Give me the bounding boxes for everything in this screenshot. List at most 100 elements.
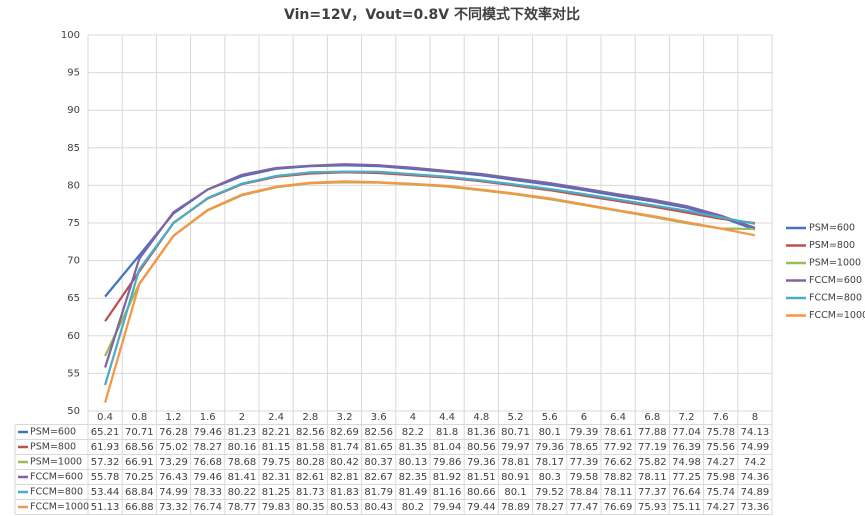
table-cell: 80.42: [330, 457, 359, 468]
table-cell: 82.67: [364, 472, 393, 483]
table-cell: 76.68: [193, 457, 222, 468]
legend-label: FCCM=600: [809, 275, 862, 286]
table-cell: 81.35: [399, 442, 428, 453]
table-cell: 81.16: [433, 487, 462, 498]
table-cell: 55.78: [91, 472, 120, 483]
table-cell: 79.58: [570, 472, 599, 483]
table-cell: 68.84: [125, 487, 154, 498]
table-cell: 70.25: [125, 472, 154, 483]
series-line: [104, 170, 756, 386]
table-cell: 82.2: [402, 427, 424, 438]
y-tick-label: 95: [67, 68, 80, 79]
table-cell: 77.19: [638, 442, 667, 453]
table-cell: 74.36: [741, 472, 770, 483]
table-cell: 80.2: [402, 502, 424, 513]
table-cell: 74.27: [706, 502, 735, 513]
table-cell: 78.84: [570, 487, 599, 498]
x-tick-label: 2.8: [302, 412, 318, 423]
table-row-label: FCCM=600: [30, 472, 83, 483]
y-tick-label: 85: [67, 143, 80, 154]
y-tick-label: 60: [67, 331, 80, 342]
legend-label: PSM=600: [809, 223, 855, 234]
table-cell: 80.43: [364, 502, 393, 513]
table-cell: 80.35: [296, 502, 325, 513]
table-cell: 80.71: [501, 427, 530, 438]
table-cell: 74.13: [741, 427, 770, 438]
table-cell: 82.56: [296, 427, 325, 438]
table-cell: 75.74: [706, 487, 735, 498]
table-cell: 80.91: [501, 472, 530, 483]
table-cell: 74.98: [672, 457, 701, 468]
table-cell: 80.56: [467, 442, 496, 453]
x-tick-label: 4: [410, 412, 416, 423]
table-cell: 81.65: [364, 442, 393, 453]
table-cell: 78.77: [228, 502, 257, 513]
table-cell: 74.27: [706, 457, 735, 468]
x-tick-label: 4.8: [473, 412, 489, 423]
y-tick-label: 100: [61, 30, 80, 41]
x-tick-label: 2.4: [268, 412, 284, 423]
x-tick-label: 4.4: [439, 412, 455, 423]
table-cell: 82.81: [330, 472, 359, 483]
table-cell: 79.97: [501, 442, 530, 453]
x-tick-label: 3.6: [371, 412, 387, 423]
table-cell: 77.88: [638, 427, 667, 438]
series-line: [104, 163, 756, 368]
table-cell: 66.91: [125, 457, 154, 468]
table-cell: 80.16: [228, 442, 257, 453]
table-cell: 76.43: [159, 472, 188, 483]
x-tick-label: 7.6: [713, 412, 729, 423]
table-cell: 81.51: [467, 472, 496, 483]
table-cell: 79.36: [535, 442, 564, 453]
y-tick-label: 55: [67, 368, 80, 379]
table-cell: 73.36: [741, 502, 770, 513]
table-cell: 65.21: [91, 427, 120, 438]
table-cell: 80.28: [296, 457, 325, 468]
y-tick-label: 65: [67, 293, 80, 304]
x-tick-label: 0.8: [131, 412, 147, 423]
table-cell: 81.92: [433, 472, 462, 483]
table-cell: 79.36: [467, 457, 496, 468]
table-cell: 80.66: [467, 487, 496, 498]
table-cell: 80.1: [504, 487, 526, 498]
table-cell: 80.37: [364, 457, 393, 468]
legend-label: PSM=1000: [809, 258, 861, 269]
legend-label: FCCM=1000: [809, 310, 865, 321]
table-cell: 79.52: [535, 487, 564, 498]
table-cell: 79.46: [193, 472, 222, 483]
table-cell: 78.27: [193, 442, 222, 453]
table-cell: 78.17: [535, 457, 564, 468]
table-cell: 75.78: [706, 427, 735, 438]
table-cell: 73.29: [159, 457, 188, 468]
table-cell: 81.04: [433, 442, 462, 453]
table-cell: 76.39: [672, 442, 701, 453]
table-cell: 78.11: [604, 487, 633, 498]
series-line: [104, 180, 756, 403]
table-cell: 78.81: [501, 457, 530, 468]
table-cell: 76.74: [193, 502, 222, 513]
table-cell: 82.56: [364, 427, 393, 438]
table-cell: 81.15: [262, 442, 291, 453]
x-tick-label: 5.6: [542, 412, 558, 423]
x-tick-label: 8: [752, 412, 758, 423]
table-cell: 82.69: [330, 427, 359, 438]
table-cell: 81.83: [330, 487, 359, 498]
table-cell: 75.11: [672, 502, 701, 513]
table-cell: 78.33: [193, 487, 222, 498]
table-row-label: PSM=1000: [30, 457, 82, 468]
table-cell: 78.65: [570, 442, 599, 453]
table-cell: 81.25: [262, 487, 291, 498]
table-cell: 82.21: [262, 427, 291, 438]
table-cell: 74.89: [741, 487, 770, 498]
table-cell: 77.92: [604, 442, 633, 453]
table-cell: 81.58: [296, 442, 325, 453]
table-cell: 73.32: [159, 502, 188, 513]
table-row-label: PSM=600: [30, 427, 76, 438]
table-cell: 82.31: [262, 472, 291, 483]
table-row-label: FCCM=800: [30, 487, 83, 498]
y-tick-label: 80: [67, 180, 80, 191]
table-cell: 74.99: [741, 442, 770, 453]
table-cell: 81.41: [228, 472, 257, 483]
table-cell: 81.23: [228, 427, 257, 438]
